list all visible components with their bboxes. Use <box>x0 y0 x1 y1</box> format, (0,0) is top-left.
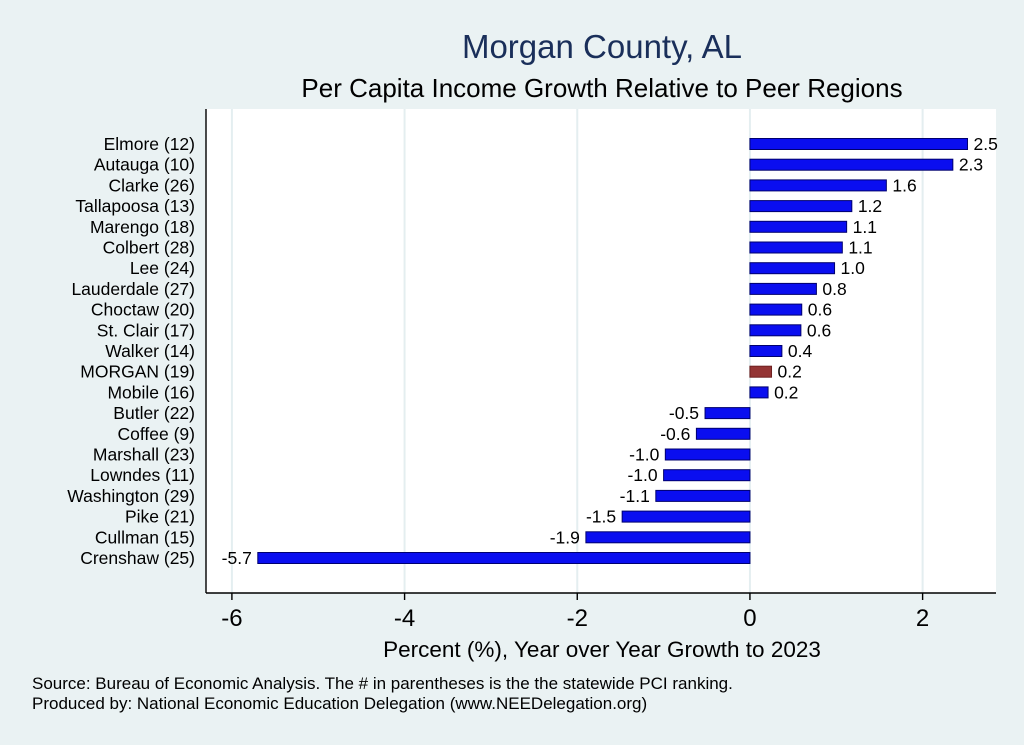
bar <box>695 427 751 440</box>
source-note: Source: Bureau of Economic Analysis. The… <box>32 674 733 693</box>
x-tick-label: -6 <box>221 605 242 632</box>
bar <box>749 365 773 378</box>
category-label: Lowndes (11) <box>90 465 195 485</box>
produced-by-note: Produced by: National Economic Education… <box>32 694 647 713</box>
category-label: Clarke (26) <box>108 175 195 195</box>
bars <box>257 138 969 564</box>
bar <box>621 510 751 523</box>
data-label: -0.5 <box>669 403 699 423</box>
data-label: 0.4 <box>788 341 813 361</box>
x-ticks: -6 -4 -2 0 2 <box>221 593 929 632</box>
category-label: Lauderdale (27) <box>71 279 195 299</box>
data-label: 0.6 <box>808 300 832 320</box>
category-label: Coffee (9) <box>118 424 196 444</box>
bar <box>704 407 751 420</box>
category-label: Elmore (12) <box>104 134 195 154</box>
data-label: 0.2 <box>774 382 798 402</box>
data-label: -5.7 <box>222 548 252 568</box>
data-label: 0.6 <box>807 320 831 340</box>
category-label: Tallapoosa (13) <box>75 196 195 216</box>
category-label: Marengo (18) <box>90 217 195 237</box>
bar <box>749 179 887 192</box>
data-label: -1.9 <box>550 527 580 547</box>
data-label: -1.5 <box>586 507 616 527</box>
bar <box>749 262 836 275</box>
bar <box>749 282 817 295</box>
category-label: MORGAN (19) <box>80 362 195 382</box>
category-label: Mobile (16) <box>107 382 195 402</box>
data-label: -0.6 <box>660 424 690 444</box>
category-label: Crenshaw (25) <box>80 548 195 568</box>
data-label: 2.3 <box>959 155 983 175</box>
data-label: 1.1 <box>848 238 872 258</box>
category-label: Lee (24) <box>130 258 195 278</box>
bar <box>663 469 751 482</box>
category-label: St. Clair (17) <box>97 320 195 340</box>
data-label: 1.6 <box>892 175 916 195</box>
category-labels: Elmore (12)Autauga (10)Clarke (26)Tallap… <box>67 134 195 568</box>
data-label: 0.2 <box>778 362 802 382</box>
category-label: Autauga (10) <box>94 155 195 175</box>
bar <box>749 158 954 171</box>
bar <box>749 303 803 316</box>
x-tick-label: 0 <box>743 605 756 632</box>
bar <box>749 324 802 337</box>
bar <box>257 552 751 564</box>
data-label: 2.5 <box>974 134 998 154</box>
data-label: -1.1 <box>620 486 650 506</box>
data-label: 0.8 <box>822 279 846 299</box>
category-label: Colbert (28) <box>103 238 195 258</box>
bar <box>664 448 751 461</box>
bar <box>749 220 848 233</box>
x-axis-label: Percent (%), Year over Year Growth to 20… <box>383 637 821 662</box>
category-label: Cullman (15) <box>95 527 195 547</box>
category-label: Butler (22) <box>113 403 195 423</box>
value-labels: 2.52.31.61.21.11.11.00.80.60.60.40.20.2-… <box>222 134 998 568</box>
bar <box>655 489 751 502</box>
category-label: Washington (29) <box>67 486 195 506</box>
category-label: Walker (14) <box>105 341 195 361</box>
category-label: Choctaw (20) <box>91 300 195 320</box>
x-tick-label: -4 <box>394 605 415 632</box>
category-label: Pike (21) <box>125 507 195 527</box>
x-tick-label: -2 <box>567 605 588 632</box>
data-label: 1.1 <box>853 217 877 237</box>
category-label: Marshall (23) <box>93 445 195 465</box>
bar <box>585 531 751 544</box>
data-label: -1.0 <box>629 445 659 465</box>
bar <box>749 241 843 254</box>
data-label: -1.0 <box>627 465 657 485</box>
x-tick-label: 2 <box>916 605 929 632</box>
bar <box>749 200 853 213</box>
bar <box>749 345 783 357</box>
chart-title: Morgan County, AL <box>462 28 742 65</box>
data-label: 1.2 <box>858 196 882 216</box>
chart-subtitle: Per Capita Income Growth Relative to Pee… <box>301 73 902 103</box>
bar <box>749 138 969 150</box>
data-label: 1.0 <box>841 258 866 278</box>
bar <box>749 386 769 399</box>
